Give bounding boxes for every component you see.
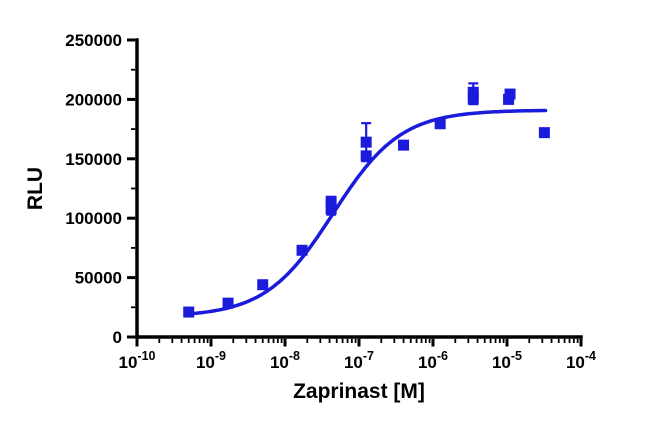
y-tick-label: 100000 bbox=[65, 209, 122, 228]
data-point bbox=[398, 139, 410, 151]
x-tick-label: 10-9 bbox=[196, 349, 226, 372]
data-point bbox=[360, 150, 372, 162]
data-point bbox=[325, 203, 337, 215]
fit-curve bbox=[185, 108, 548, 316]
y-tick-label: 150000 bbox=[65, 150, 122, 169]
y-tick-label: 250000 bbox=[65, 31, 122, 50]
y-tick-label: 200000 bbox=[65, 90, 122, 109]
x-tick-label: 10-5 bbox=[492, 349, 522, 372]
x-tick-label: 10-7 bbox=[344, 349, 374, 372]
data-point bbox=[360, 136, 372, 148]
x-tick-label: 10-6 bbox=[418, 349, 448, 372]
data-point bbox=[257, 279, 269, 291]
data-point bbox=[296, 244, 308, 256]
axes bbox=[135, 38, 583, 339]
x-tick-labels: 10-10 10-9 10-8 10-7 10-6 10-5 10-4 bbox=[119, 349, 597, 372]
y-tick-label: 50000 bbox=[75, 269, 122, 288]
data-point bbox=[325, 196, 337, 208]
data-point bbox=[467, 86, 479, 98]
data-point bbox=[434, 118, 446, 130]
y-tick-label: 0 bbox=[113, 328, 122, 347]
data-point bbox=[504, 88, 516, 100]
x-tick-label: 10-10 bbox=[119, 349, 156, 372]
y-axis-title: RLU bbox=[24, 167, 47, 210]
x-tick-label: 10-4 bbox=[566, 349, 596, 372]
ticks bbox=[127, 38, 583, 347]
x-axis-title: Zaprinast [M] bbox=[293, 380, 425, 403]
data-point bbox=[222, 297, 234, 309]
x-tick-label: 10-8 bbox=[270, 349, 300, 372]
data-points bbox=[183, 86, 550, 318]
y-tick-labels: 0 50000 100000 150000 200000 250000 bbox=[65, 31, 122, 347]
data-point bbox=[538, 127, 550, 139]
data-point bbox=[183, 306, 195, 318]
data-point bbox=[467, 93, 479, 105]
